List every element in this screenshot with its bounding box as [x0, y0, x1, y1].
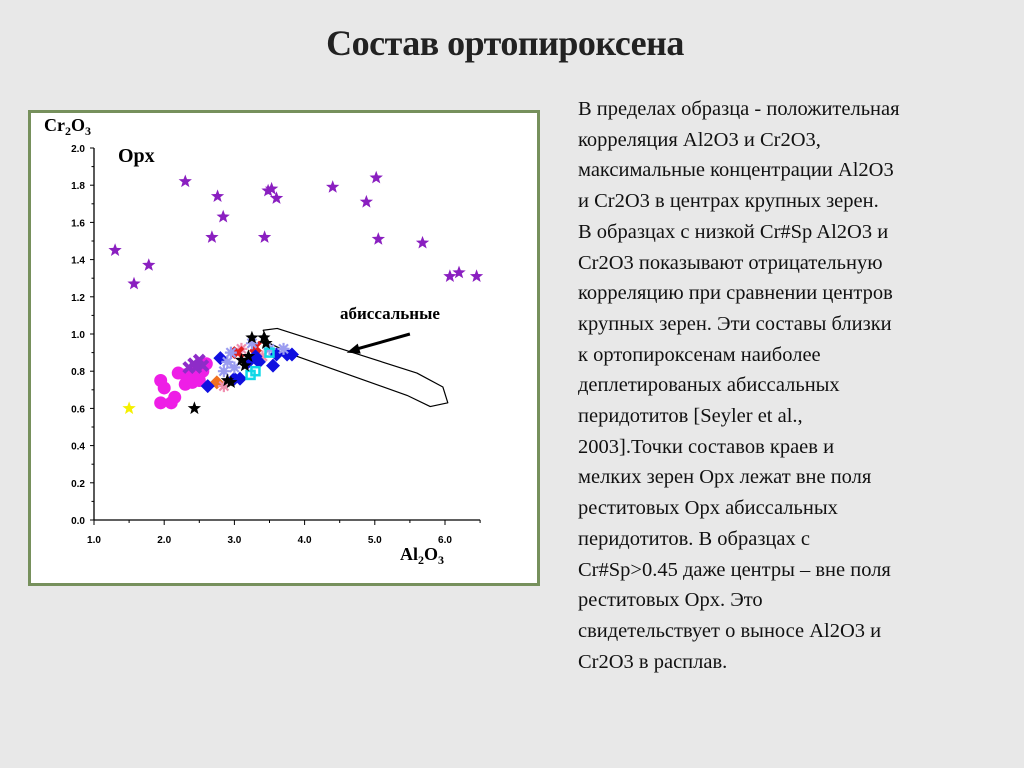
body-text-line: В пределах образца - положительная	[578, 98, 900, 120]
data-point-asterisk	[277, 342, 290, 355]
body-text-line: Cr2O3 в расплав.	[578, 650, 728, 673]
body-text-line: свидетельствует о выносе Al2O3 и	[578, 619, 882, 642]
data-point-star	[178, 174, 192, 188]
body-text-line: максимальные концентрации Al2O3	[578, 159, 894, 182]
data-point-asterisk	[217, 365, 230, 378]
body-text-line: реститовых Opx абиссальных	[578, 497, 838, 520]
y-tick-label: 1.8	[71, 181, 85, 192]
data-point-star	[187, 401, 201, 415]
abyssal-field-outline	[262, 327, 449, 408]
y-tick-label: 0.8	[71, 367, 85, 378]
y-tick-label: 0.0	[71, 516, 85, 527]
data-point-circle	[157, 381, 171, 395]
data-point-asterisk	[217, 380, 230, 393]
data-point-star	[108, 243, 122, 256]
data-point-star	[359, 194, 373, 208]
data-point-asterisk	[221, 355, 234, 368]
axes: 0.0 0.2 0.4 0.6 0.8 1.0 1.2 1.4 1.6 1.8 2.0 1.0 2.0 3…	[71, 144, 481, 546]
y-axis-label: Cr2O3	[44, 115, 91, 138]
data-points	[108, 170, 484, 415]
data-point-star	[259, 336, 273, 349]
body-text-line: корреляция Al2O3 и Cr2O3,	[578, 128, 821, 151]
slide-body-text: В пределах образца - положительная коррел…	[578, 94, 1008, 677]
data-point-star	[269, 191, 284, 204]
data-point-star	[122, 401, 136, 415]
y-tick-label: 0.2	[71, 479, 85, 490]
data-point-star	[216, 209, 230, 223]
data-point-asterisk	[256, 350, 269, 363]
data-point-diamond	[284, 347, 299, 362]
data-point-star	[210, 189, 225, 202]
data-point-square	[264, 347, 275, 358]
data-point-circle	[192, 368, 206, 382]
data-point-star	[469, 269, 484, 282]
data-point-star	[452, 265, 466, 279]
data-point-star	[234, 353, 249, 366]
y-tick-label: 0.6	[71, 404, 85, 415]
x-tick-label: 6.0	[438, 535, 452, 546]
body-text-line: 2003].Точки составов краев и	[578, 435, 835, 458]
data-point-diamond	[233, 371, 248, 386]
x-tick-label: 1.0	[87, 535, 101, 546]
slide-title: Состав ортопироксена	[326, 23, 684, 63]
body-text-line: деплетированых абиссальных	[578, 374, 840, 397]
body-text-line: перидотитов. В образцах с	[578, 527, 810, 550]
data-point-star	[371, 232, 385, 245]
data-point-diamond	[266, 358, 281, 373]
y-tick-label: 1.4	[71, 256, 85, 267]
data-point-circle	[168, 390, 182, 404]
body-text-line: реститовых Opx. Это	[578, 589, 763, 612]
data-point-square	[250, 365, 261, 377]
body-text-line: к ортопироксенам наиболее	[578, 343, 821, 366]
data-point-star	[205, 230, 219, 243]
data-point-asterisk	[228, 361, 241, 374]
data-point-star	[264, 181, 279, 195]
data-point-star	[257, 230, 272, 243]
data-point-star	[415, 235, 430, 249]
data-point-star	[142, 258, 156, 271]
x-tick-label: 4.0	[298, 535, 312, 546]
data-point-star	[127, 276, 141, 290]
arrow-head-icon	[346, 343, 361, 354]
data-point-star	[443, 269, 457, 282]
x-tick-label: 3.0	[227, 535, 241, 546]
data-point-star	[241, 349, 256, 362]
data-point-star	[245, 330, 259, 344]
data-point-circle	[182, 374, 196, 387]
body-text-line: Cr2O3 показывают отрицательную	[578, 251, 883, 274]
data-point-star	[326, 180, 340, 193]
body-text-line: В образцах с низкой Cr#Sp Al2O3 и	[578, 220, 889, 243]
y-tick-label: 0.4	[71, 442, 85, 453]
data-point-star	[261, 183, 275, 197]
body-text-line: перидотитов [Seyler et al.,	[578, 405, 803, 428]
data-point-star	[257, 330, 271, 344]
data-point-diamond	[200, 379, 215, 394]
data-point-asterisk	[245, 337, 258, 350]
annotation-label: абиссальные	[340, 304, 440, 323]
body-text-line: корреляцию при сравнении центров	[578, 282, 893, 305]
y-tick-label: 1.6	[71, 218, 85, 229]
data-point-cross	[189, 361, 203, 374]
data-point-circle	[154, 396, 168, 410]
data-point-star	[369, 170, 383, 184]
y-tick-label: 1.0	[71, 330, 85, 341]
data-point-star	[220, 373, 234, 387]
body-text-line: мелких зерен Opx лежат вне поля	[578, 466, 872, 489]
annotation-arrow	[354, 332, 411, 352]
y-tick-label: 2.0	[71, 144, 85, 155]
body-text-line: крупных зерен. Эти составы близки	[578, 312, 892, 335]
body-text-line: и Cr2O3 в центрах крупных зерен.	[578, 190, 879, 213]
body-text-line: Cr#Sp>0.45 даже центры – вне поля	[578, 558, 891, 581]
y-tick-label: 1.2	[71, 293, 85, 304]
x-tick-label: 5.0	[368, 535, 382, 546]
data-point-diamond	[251, 354, 266, 369]
chart-title: Opx	[118, 145, 155, 167]
x-axis-label: Al2O3	[400, 544, 444, 567]
data-point-asterisk	[224, 346, 237, 359]
data-point-star	[224, 375, 238, 388]
x-tick-label: 2.0	[157, 535, 171, 546]
